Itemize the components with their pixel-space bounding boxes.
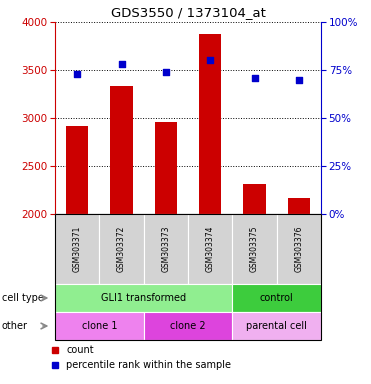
Text: GSM303376: GSM303376 <box>294 226 303 272</box>
Bar <box>55 312 144 340</box>
Point <box>207 57 213 63</box>
Bar <box>277 214 321 284</box>
Bar <box>199 35 221 214</box>
Bar <box>55 214 99 284</box>
Point <box>118 61 124 67</box>
Point <box>74 71 80 77</box>
Text: GSM303372: GSM303372 <box>117 226 126 272</box>
Text: control: control <box>260 293 293 303</box>
Text: percentile rank within the sample: percentile rank within the sample <box>66 360 231 370</box>
Point <box>296 76 302 83</box>
Text: GLI1 transformed: GLI1 transformed <box>101 293 186 303</box>
Text: GSM303375: GSM303375 <box>250 226 259 272</box>
Point <box>163 69 169 75</box>
Text: cell type: cell type <box>2 293 44 303</box>
Text: count: count <box>66 344 94 354</box>
Bar <box>55 214 321 340</box>
Bar <box>288 198 310 214</box>
Text: clone 2: clone 2 <box>170 321 206 331</box>
Bar <box>144 214 188 284</box>
Bar <box>232 312 321 340</box>
Bar <box>111 86 132 214</box>
Bar <box>232 284 321 312</box>
Text: clone 1: clone 1 <box>82 321 117 331</box>
Bar <box>188 214 232 284</box>
Bar <box>99 214 144 284</box>
Bar <box>66 126 88 214</box>
Text: GSM303371: GSM303371 <box>73 226 82 272</box>
Text: GSM303373: GSM303373 <box>161 226 170 272</box>
Bar <box>243 184 266 214</box>
Bar <box>232 214 277 284</box>
Title: GDS3550 / 1373104_at: GDS3550 / 1373104_at <box>111 7 265 20</box>
Text: parental cell: parental cell <box>246 321 307 331</box>
Text: other: other <box>2 321 28 331</box>
Bar <box>55 284 232 312</box>
Point <box>252 74 257 81</box>
Bar <box>155 122 177 214</box>
Text: GSM303374: GSM303374 <box>206 226 215 272</box>
Bar <box>144 312 232 340</box>
